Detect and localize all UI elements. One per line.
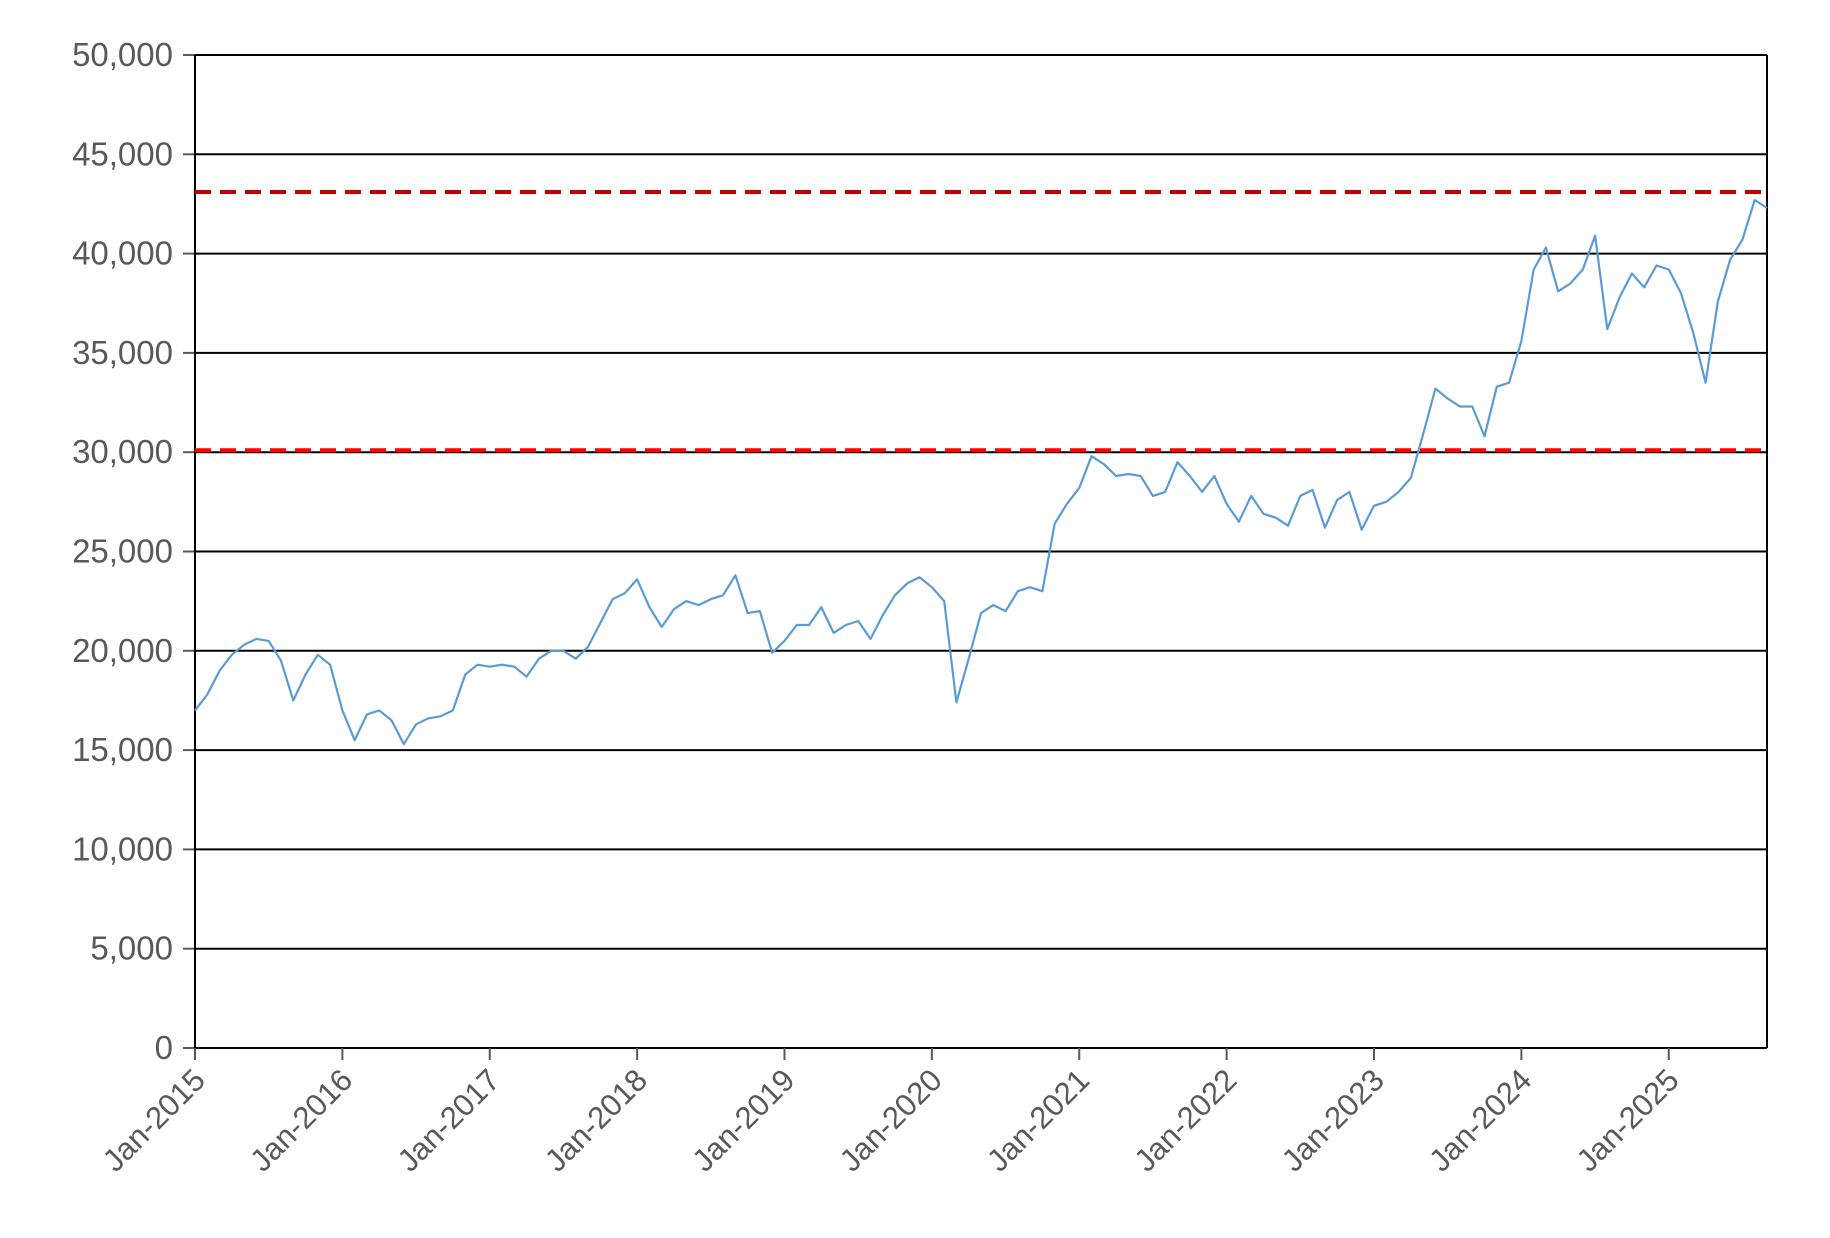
y-tick-label: 10,000 — [72, 830, 173, 867]
y-tick-label: 30,000 — [72, 433, 173, 470]
x-tick-label: Jan-2018 — [538, 1062, 654, 1178]
y-tick-label: 25,000 — [72, 533, 173, 570]
y-tick-label: 20,000 — [72, 632, 173, 669]
x-tick-label: Jan-2021 — [980, 1062, 1096, 1178]
x-tick-label: Jan-2022 — [1127, 1062, 1243, 1178]
y-tick-label: 15,000 — [72, 731, 173, 768]
series-line — [194, 198, 1768, 746]
y-tick-label: 0 — [155, 1029, 173, 1066]
y-tick-label: 45,000 — [72, 135, 173, 172]
y-tick-labels: 0 5,000 10,000 15,000 20,000 25,000 30,000 35,0… — [72, 36, 173, 1066]
y-tick-label: 40,000 — [72, 235, 173, 272]
axes — [183, 54, 1768, 1060]
x-tick-labels: Jan-2015 Jan-2016 Jan-2017 Jan-2018 Jan-2019… — [96, 1062, 1686, 1178]
gridlines — [195, 54, 1767, 950]
y-tick-label: 50,000 — [72, 36, 173, 73]
x-tick-label: Jan-2023 — [1275, 1062, 1391, 1178]
x-tick-label: Jan-2017 — [391, 1062, 507, 1178]
x-tick-label: Jan-2024 — [1422, 1062, 1538, 1178]
x-tick-label: Jan-2019 — [685, 1062, 801, 1178]
x-tick-label: Jan-2020 — [833, 1062, 949, 1178]
series-lines — [194, 198, 1768, 746]
y-tick-label: 5,000 — [90, 930, 173, 967]
y-tick-label: 35,000 — [72, 334, 173, 371]
x-tick-label: Jan-2015 — [96, 1062, 212, 1178]
reference-lines — [195, 190, 1767, 453]
x-tick-label: Jan-2025 — [1570, 1062, 1686, 1178]
x-tick-label: Jan-2016 — [243, 1062, 359, 1178]
